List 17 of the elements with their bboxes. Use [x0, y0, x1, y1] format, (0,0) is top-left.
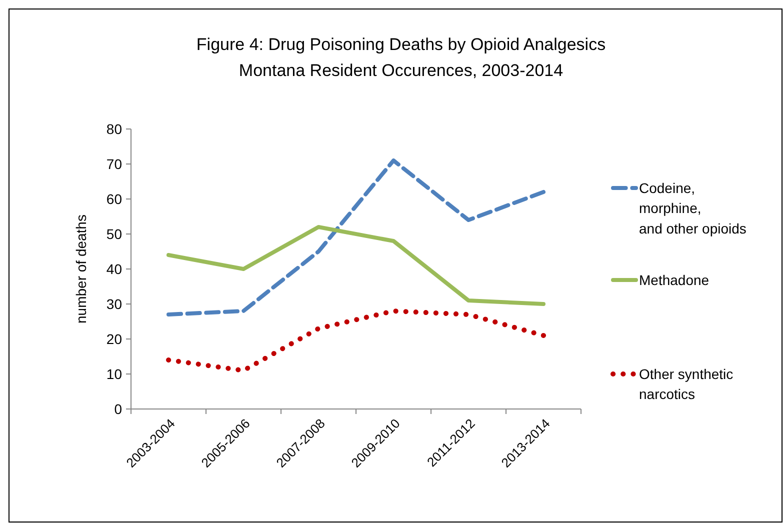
chart-subtitle: Montana Resident Occurences, 2003-2014 — [238, 61, 564, 80]
y-tick-label: 20 — [106, 330, 122, 347]
line-series — [166, 225, 546, 306]
y-tick-label: 0 — [114, 400, 122, 417]
y-tick-label: 30 — [106, 296, 122, 312]
legend-label: Other synthetic narcotics — [639, 366, 734, 402]
y-tick-label: 10 — [106, 366, 122, 382]
y-tick-label: 40 — [106, 260, 122, 277]
y-tick-label: 70 — [106, 156, 122, 172]
y-tick-label: 50 — [106, 226, 122, 242]
y-tick-label: 80 — [106, 120, 122, 137]
legend-label: Methadone — [639, 272, 710, 288]
line-series — [166, 158, 546, 316]
legend-label: Codeine, morphine, and other opioids — [639, 180, 746, 236]
y-axis-title: number of deaths — [73, 214, 89, 324]
y-tick-label: 60 — [106, 190, 122, 207]
chart-title: Figure 4: Drug Poisoning Deaths by Opioid Analgesics — [196, 35, 606, 54]
